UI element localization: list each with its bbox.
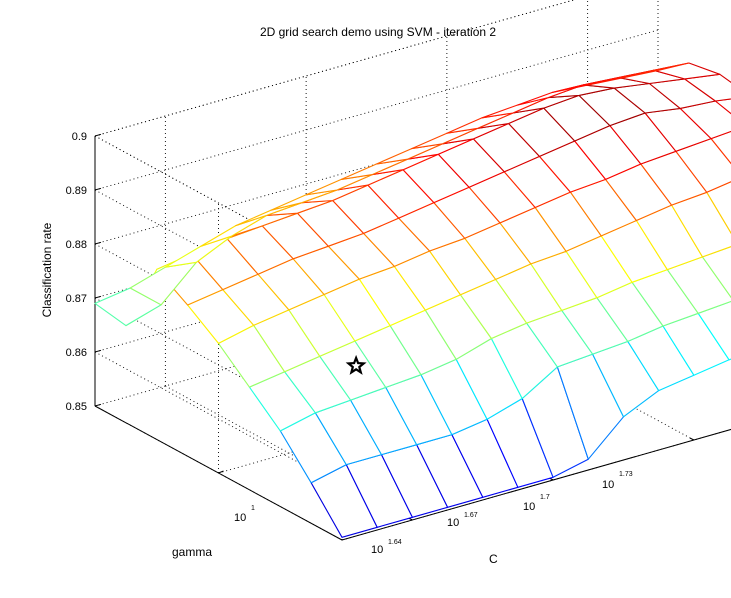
best-point-marker bbox=[345, 354, 367, 375]
c-tick-label: 10 1.7 bbox=[523, 494, 550, 513]
z-axis-label: Classification rate bbox=[40, 222, 54, 317]
box-edge bbox=[94, 135, 343, 271]
gamma-axis-label: gamma bbox=[172, 545, 212, 559]
svg-text:10: 10 bbox=[523, 501, 535, 513]
surface-cell bbox=[706, 181, 731, 235]
box-edge bbox=[94, 0, 576, 137]
chart-title: 2D grid search demo using SVM - iteratio… bbox=[260, 25, 496, 39]
z-tick-mark bbox=[94, 133, 102, 137]
z-gridline bbox=[94, 29, 659, 191]
gamma-tick-label: 10 1 bbox=[234, 505, 255, 524]
z-tick-mark bbox=[94, 295, 102, 299]
svg-text:10: 10 bbox=[371, 544, 383, 556]
surface-mesh bbox=[94, 62, 731, 538]
svg-text:1.73: 1.73 bbox=[619, 471, 633, 478]
svg-text:1.7: 1.7 bbox=[540, 494, 550, 501]
z-tick-label: 0.85 bbox=[66, 401, 87, 413]
c-axis-ticks: 10 1.64 10 1.67 10 1.7 10 1.73 bbox=[371, 471, 633, 556]
c-tick-mark bbox=[689, 437, 695, 441]
z-tick-label: 0.86 bbox=[66, 347, 87, 359]
svg-text:10: 10 bbox=[234, 512, 246, 524]
surface-cell bbox=[622, 62, 690, 79]
gamma-tick-mark bbox=[218, 470, 224, 474]
surface-cell bbox=[710, 130, 731, 165]
svg-text:1.67: 1.67 bbox=[464, 512, 478, 519]
z-tick-mark bbox=[94, 349, 102, 353]
z-tick-label: 0.87 bbox=[66, 293, 87, 305]
surface-cell bbox=[714, 98, 731, 115]
c-gridline bbox=[165, 385, 413, 521]
z-axis-ticks: 0.85 0.86 0.87 0.88 0.89 0.9 bbox=[66, 131, 87, 413]
z-tick-label: 0.89 bbox=[66, 185, 87, 197]
c-axis-label: C bbox=[489, 552, 498, 566]
axis-box bbox=[94, 133, 731, 541]
svg-text:1: 1 bbox=[251, 505, 255, 512]
c-tick-label: 10 1.64 bbox=[371, 539, 402, 556]
z-tick-mark bbox=[94, 241, 102, 245]
z-tick-mark bbox=[94, 403, 102, 407]
svg-text:10: 10 bbox=[447, 517, 459, 529]
c-axis-line bbox=[341, 428, 731, 541]
z-tick-label: 0.9 bbox=[72, 131, 87, 143]
svg-text:1.64: 1.64 bbox=[388, 539, 402, 546]
surface-cell bbox=[701, 246, 731, 299]
z-gridline bbox=[94, 351, 343, 487]
surface-cell bbox=[697, 300, 731, 361]
c-tick-label: 10 1.67 bbox=[447, 512, 478, 529]
svg-text:10: 10 bbox=[602, 479, 614, 491]
z-tick-label: 0.88 bbox=[66, 239, 87, 251]
z-tick-mark bbox=[94, 187, 102, 191]
c-tick-label: 10 1.73 bbox=[602, 471, 633, 491]
